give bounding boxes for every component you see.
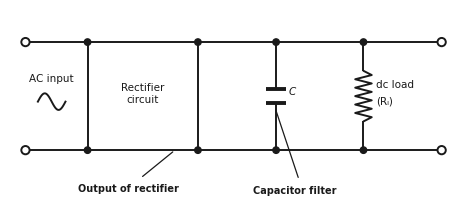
Circle shape <box>195 39 201 45</box>
Circle shape <box>438 38 446 46</box>
Circle shape <box>84 147 91 153</box>
Text: Output of rectifier: Output of rectifier <box>79 184 179 194</box>
Circle shape <box>21 38 29 46</box>
Circle shape <box>360 39 367 45</box>
Circle shape <box>195 147 201 153</box>
Text: Capacitor filter: Capacitor filter <box>253 186 336 196</box>
Text: AC input: AC input <box>29 74 74 84</box>
Text: dc load: dc load <box>376 80 414 90</box>
Circle shape <box>84 39 91 45</box>
Circle shape <box>21 146 29 154</box>
Circle shape <box>360 147 367 153</box>
Circle shape <box>273 147 279 153</box>
Text: Rectifier
circuit: Rectifier circuit <box>121 83 164 105</box>
Circle shape <box>273 39 279 45</box>
Text: (Rₗ): (Rₗ) <box>376 97 393 107</box>
Text: C: C <box>289 88 296 97</box>
Circle shape <box>438 146 446 154</box>
Bar <box>88 42 198 150</box>
